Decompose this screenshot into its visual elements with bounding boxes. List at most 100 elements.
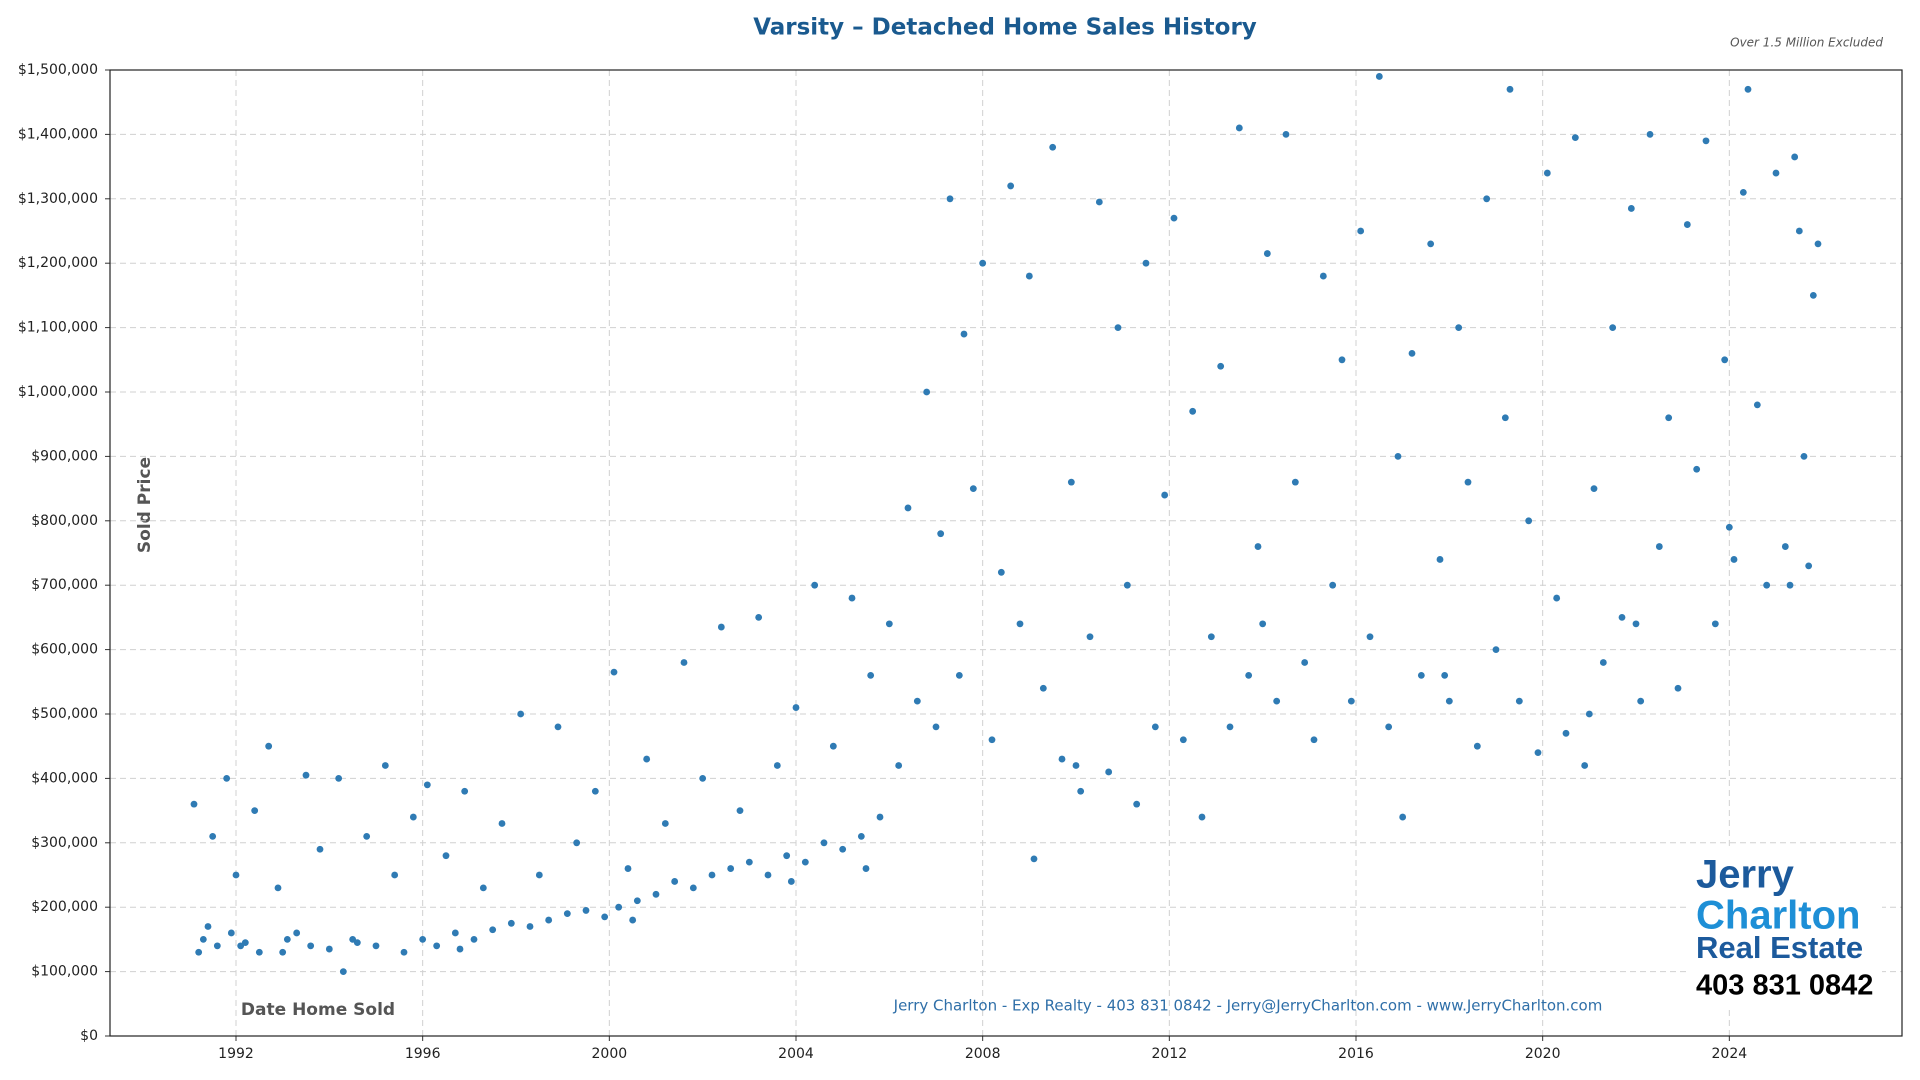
point xyxy=(1543,169,1551,177)
point xyxy=(862,865,870,872)
point xyxy=(232,871,240,879)
point xyxy=(960,330,968,338)
point xyxy=(1721,356,1729,364)
point xyxy=(1674,684,1682,692)
point xyxy=(302,771,310,779)
point xyxy=(1399,813,1407,821)
point xyxy=(1627,205,1635,212)
point xyxy=(265,742,273,750)
point xyxy=(671,878,679,885)
point xyxy=(591,787,599,795)
y-tick-label: $500,000 xyxy=(31,706,98,722)
point xyxy=(251,807,259,814)
point xyxy=(755,614,763,621)
chart-title: Varsity – Detached Home Sales History xyxy=(753,15,1257,41)
plot-area: $0 $100,000 $200,000 $300,000 $400,000 $500,0… xyxy=(18,62,1903,1062)
point xyxy=(1259,620,1267,628)
point xyxy=(1123,581,1131,589)
logo-line: Real Estate xyxy=(1696,930,1863,965)
point xyxy=(811,581,819,589)
point xyxy=(1781,543,1789,550)
point xyxy=(708,871,716,879)
point xyxy=(946,195,954,203)
point xyxy=(442,852,450,860)
point xyxy=(1683,221,1691,228)
point xyxy=(227,929,235,937)
point xyxy=(1142,259,1150,267)
point xyxy=(335,775,343,782)
point xyxy=(1016,620,1024,628)
x-tick-label: 2000 xyxy=(592,1046,628,1062)
point xyxy=(1030,855,1038,863)
point xyxy=(876,813,884,821)
point xyxy=(409,813,417,821)
point xyxy=(1632,620,1640,628)
point xyxy=(526,923,534,930)
point xyxy=(1007,182,1015,190)
point xyxy=(1095,198,1103,206)
point xyxy=(1772,169,1780,177)
point xyxy=(1590,485,1598,492)
y-tick-label: $800,000 xyxy=(31,513,98,529)
point xyxy=(904,504,912,512)
point xyxy=(204,923,212,930)
point xyxy=(1464,478,1472,486)
point xyxy=(461,787,469,795)
point xyxy=(1553,594,1561,602)
point xyxy=(1245,671,1253,679)
x-tick-label: 1996 xyxy=(405,1046,441,1062)
point xyxy=(479,884,487,892)
point xyxy=(545,916,553,924)
point xyxy=(237,942,245,950)
point xyxy=(829,742,837,750)
point xyxy=(1809,292,1817,299)
point xyxy=(1609,324,1617,331)
logo-line: Charlton xyxy=(1696,894,1860,938)
y-tick-label: $600,000 xyxy=(31,642,98,658)
point xyxy=(1263,250,1271,257)
point xyxy=(615,903,623,911)
point xyxy=(1301,659,1309,666)
point xyxy=(1534,749,1542,757)
x-tick-label: 2004 xyxy=(778,1046,814,1062)
point xyxy=(1025,272,1033,280)
y-tick-label: $700,000 xyxy=(31,577,98,593)
point xyxy=(1291,478,1299,486)
point xyxy=(652,890,660,898)
y-tick-label: $1,100,000 xyxy=(18,320,98,336)
point xyxy=(391,871,399,879)
x-tick-label: 1992 xyxy=(218,1046,254,1062)
point xyxy=(451,929,459,937)
point xyxy=(470,936,478,943)
point xyxy=(1506,85,1514,93)
y-tick-label: $300,000 xyxy=(31,835,98,851)
point xyxy=(783,852,791,860)
point xyxy=(283,936,291,943)
point xyxy=(1207,633,1215,641)
logo-background xyxy=(1688,850,1882,1008)
y-tick-label: $900,000 xyxy=(31,448,98,464)
point xyxy=(325,945,333,953)
logo-phone: 403 831 0842 xyxy=(1696,970,1873,1002)
point xyxy=(1254,543,1262,550)
point xyxy=(307,942,315,950)
y-tick-label: $1,200,000 xyxy=(18,255,98,271)
point xyxy=(1525,517,1533,525)
point xyxy=(1282,131,1290,138)
point xyxy=(1357,227,1365,235)
point xyxy=(629,916,637,924)
chart-subtitle: Over 1.5 Million Excluded xyxy=(1730,36,1883,50)
point xyxy=(279,948,287,956)
y-tick-label: $400,000 xyxy=(31,770,98,786)
point xyxy=(1791,153,1799,161)
point xyxy=(867,671,875,679)
point xyxy=(1795,227,1803,235)
point xyxy=(839,845,847,853)
point xyxy=(1329,581,1337,589)
point xyxy=(1217,362,1225,370)
point xyxy=(498,820,506,827)
point xyxy=(1646,131,1654,138)
point xyxy=(1753,401,1761,409)
point xyxy=(932,723,940,731)
point xyxy=(1445,697,1453,705)
